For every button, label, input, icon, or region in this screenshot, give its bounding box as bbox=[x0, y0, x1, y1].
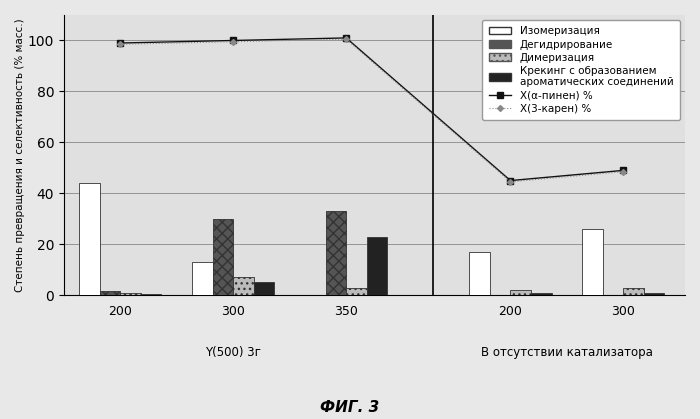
Bar bbox=[100, 291, 120, 295]
Bar bbox=[79, 183, 100, 295]
Bar bbox=[644, 292, 664, 295]
Bar bbox=[470, 252, 490, 295]
Bar bbox=[367, 237, 387, 295]
Bar bbox=[213, 219, 233, 295]
Bar bbox=[120, 292, 141, 295]
Bar bbox=[141, 294, 162, 295]
Bar bbox=[510, 290, 531, 295]
Bar bbox=[346, 287, 367, 295]
Y-axis label: Степень превращения и селективность (% масс.): Степень превращения и селективность (% м… bbox=[15, 18, 25, 292]
Text: Y(500) 3г: Y(500) 3г bbox=[205, 346, 261, 359]
Bar bbox=[254, 282, 274, 295]
Legend: Изомеризация, Дегидрирование, Димеризация, Крекинг с образованием
ароматических : Изомеризация, Дегидрирование, Димеризаци… bbox=[482, 20, 680, 120]
Text: В отсутствии катализатора: В отсутствии катализатора bbox=[481, 346, 653, 359]
Bar bbox=[531, 292, 552, 295]
Bar bbox=[624, 287, 644, 295]
Bar bbox=[582, 229, 603, 295]
Bar bbox=[326, 211, 346, 295]
Text: ФИГ. 3: ФИГ. 3 bbox=[321, 400, 379, 415]
Bar bbox=[193, 262, 213, 295]
Bar bbox=[233, 277, 254, 295]
